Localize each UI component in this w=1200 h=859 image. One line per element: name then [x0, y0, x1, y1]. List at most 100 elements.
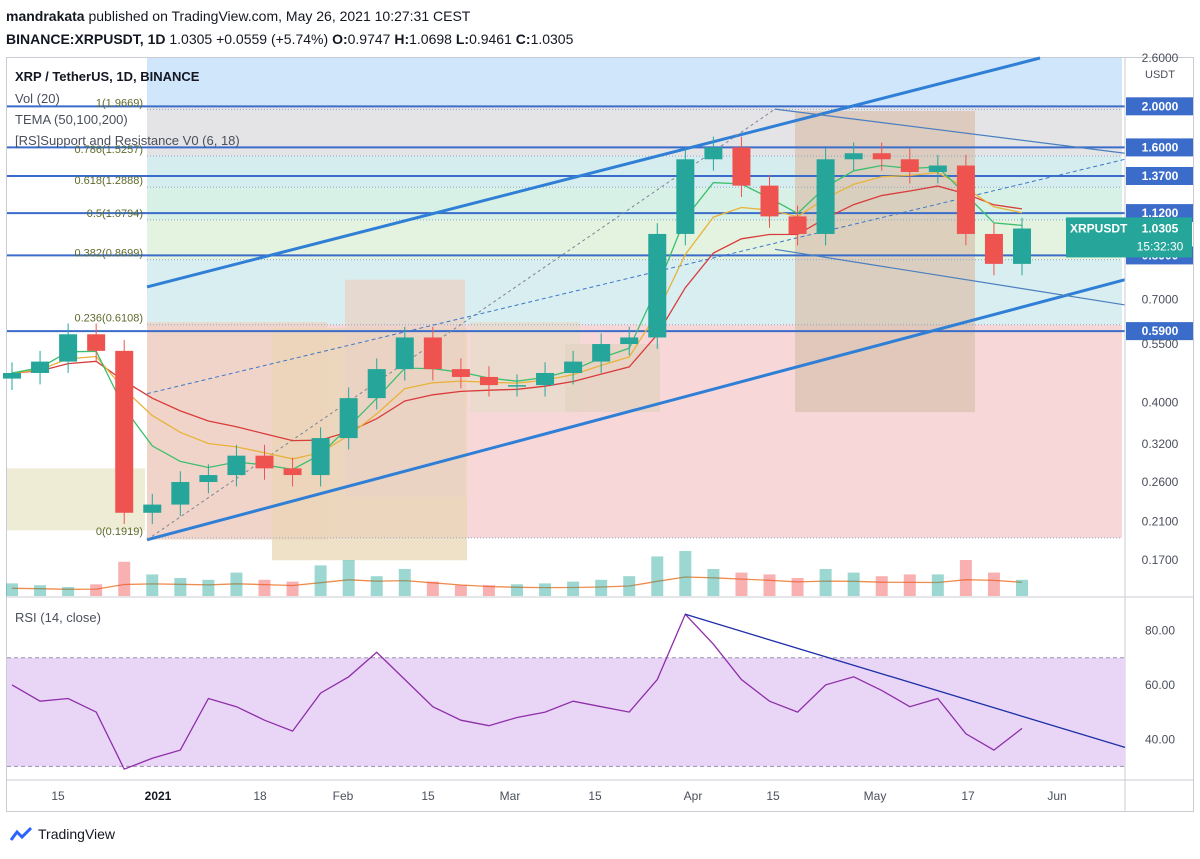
channel-upper-line [146, 56, 1041, 289]
fib-zone-3 [147, 187, 1122, 220]
candle-body [676, 159, 695, 234]
time-tick-label: 15 [588, 789, 602, 803]
price-level-tag: 2.0000 [1142, 99, 1179, 113]
candle-body [283, 468, 302, 476]
volume-legend[interactable]: Vol (20) [15, 91, 60, 106]
publisher-name: mandrakata [6, 8, 85, 24]
symbol-ohlc-line: BINANCE:XRPUSDT, 1D 1.0305 +0.0559 (+5.7… [6, 31, 573, 47]
open-label: O: [332, 31, 348, 47]
candle-body [31, 361, 50, 373]
volume-bar [314, 565, 327, 596]
volume-bar [202, 579, 215, 596]
time-tick-label: Jun [1047, 789, 1066, 803]
time-tick-label: 18 [253, 789, 267, 803]
volume-bar [230, 572, 243, 596]
time-tick-label: 15 [766, 789, 780, 803]
volume-bar [258, 579, 271, 596]
price-level-tag: 1.3700 [1142, 169, 1179, 183]
fib-label-3: 0.5(1.0794) [87, 208, 143, 220]
last-price: 1.0305 [169, 31, 213, 47]
rsi-line [11, 613, 1023, 770]
tradingview-brand: TradingView [38, 826, 116, 842]
fib-diagonal [146, 108, 776, 541]
volume-bar [118, 561, 131, 596]
volume-bar [370, 576, 383, 596]
chart-frame[interactable] [6, 57, 1194, 812]
fib-label-0: 1(1.9669) [96, 97, 143, 109]
price-axis-unit: USDT [1145, 69, 1175, 81]
candle-body [423, 337, 442, 370]
volume-bar [342, 560, 355, 596]
volume-bar [398, 569, 411, 596]
price-level-tag-bg [1126, 166, 1193, 185]
rsi-band-fill [7, 657, 1125, 767]
volume-bar [62, 587, 75, 596]
high-label: H: [394, 31, 410, 47]
candle-body [648, 233, 667, 338]
sr-zone-5 [565, 344, 660, 413]
tradingview-footer[interactable]: TradingView [10, 826, 115, 842]
sr-legend[interactable]: [RS]Support and Resistance V0 (6, 18) [15, 133, 240, 148]
last-price-tag-bg [1066, 217, 1192, 258]
fib-zone-5 [147, 259, 1122, 325]
candle-body [928, 165, 947, 172]
candle-body [59, 334, 78, 362]
candle-body [395, 337, 414, 370]
volume-bar [819, 569, 832, 596]
tradingview-logo-icon [10, 826, 32, 841]
candle-body [1013, 228, 1031, 264]
price-tick-label: 2.6000 [1142, 51, 1179, 65]
volume-bar [567, 581, 580, 596]
price-change: +0.0559 (+5.74%) [216, 31, 329, 47]
falling-wedge-top [774, 108, 1126, 154]
time-tick-label: May [864, 789, 887, 803]
candle-body [115, 350, 134, 513]
price-tick-label: 0.2100 [1142, 514, 1179, 528]
price-level-tag-bg [1126, 97, 1193, 116]
tema-legend[interactable]: TEMA (50,100,200) [15, 112, 128, 127]
candle-body [620, 337, 639, 345]
candle-body [451, 369, 470, 377]
volume-bar [90, 584, 103, 596]
candle-body [760, 185, 779, 217]
low-value: 0.9461 [469, 31, 512, 47]
candle-body [479, 376, 498, 386]
time-tick-label: 15 [51, 789, 65, 803]
price-tick-label: 0.2600 [1142, 475, 1179, 489]
rsi-trendline [685, 613, 1126, 749]
time-tick-label: 17 [961, 789, 975, 803]
candle-body [564, 361, 583, 373]
price-level-tag-bg [1126, 138, 1193, 157]
fib-zone-top [147, 58, 1122, 107]
rsi-tick-label: 40.00 [1145, 732, 1175, 746]
candle-body [171, 482, 190, 505]
volume-bar [623, 576, 636, 596]
last-price-symbol: XRPUSDT [1070, 221, 1128, 235]
volume-bar [511, 584, 523, 596]
chart-title: XRP / TetherUS, 1D, BINANCE [15, 69, 200, 84]
falling-wedge-bottom [774, 248, 1126, 306]
fib-zone-4 [147, 219, 1122, 260]
volume-bar [426, 581, 439, 596]
price-level-tag: 1.1200 [1142, 206, 1179, 220]
volume-bar [651, 556, 664, 596]
volume-bar [595, 579, 608, 596]
candle-body [844, 153, 863, 160]
volume-bar [34, 585, 47, 596]
candle-body [3, 372, 21, 379]
volume-bar [286, 581, 299, 596]
rsi-legend[interactable]: RSI (14, close) [15, 610, 101, 625]
volume-bar [146, 574, 159, 596]
candle-body [592, 344, 611, 362]
volume-bar [482, 585, 495, 596]
volume-bar [791, 578, 804, 596]
time-tick-label: Apr [684, 789, 703, 803]
published-text: published on TradingView.com, May 26, 20… [88, 8, 471, 24]
fib-label-2: 0.618(1.2888) [75, 175, 144, 187]
candle-body [956, 165, 975, 234]
price-tick-label: 0.3200 [1142, 437, 1179, 451]
volume-bar [735, 572, 748, 596]
last-price-value: 1.0305 [1142, 221, 1179, 235]
bar-countdown: 15:32:30 [1137, 239, 1184, 253]
